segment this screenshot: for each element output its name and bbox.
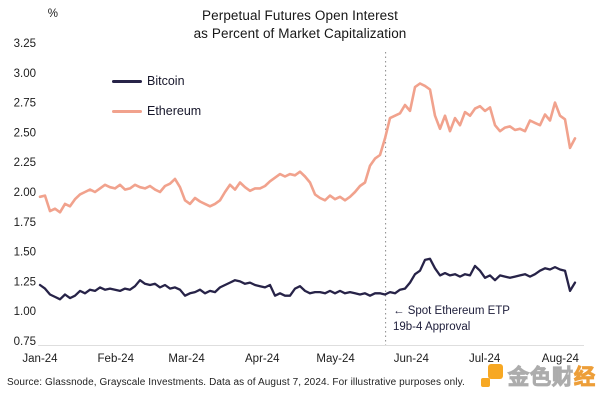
chart-title: Perpetual Futures Open Interest as Perce… (0, 7, 600, 43)
bitcoin-line-swatch (112, 79, 142, 83)
x-tick-label: Jun-24 (394, 353, 430, 365)
y-tick-label: 3.00 (14, 68, 36, 80)
y-tick-label: 1.75 (14, 217, 36, 229)
y-tick-label: 2.75 (14, 98, 36, 110)
ethereum-line (38, 82, 577, 214)
event-annotation-line1: ← Spot Ethereum ETP (393, 305, 510, 317)
legend-item-ethereum: Ethereum (112, 103, 201, 119)
y-tick-label: 1.50 (14, 247, 36, 259)
bitcoin-line (38, 257, 577, 301)
chart-title-line1: Perpetual Futures Open Interest (202, 8, 398, 23)
event-annotation: ← Spot Ethereum ETP 19b-4 Approval (393, 303, 510, 335)
x-tick-label: Feb-24 (98, 353, 135, 365)
y-axis-unit-label: % (47, 8, 58, 20)
x-tick-label: Jul-24 (469, 353, 501, 365)
y-tick-label: 2.25 (14, 157, 36, 169)
y-tick-label: 0.75 (14, 336, 36, 348)
chart-title-line2: as Percent of Market Capitalization (193, 26, 407, 41)
legend-label-ethereum: Ethereum (147, 104, 202, 118)
event-annotation-line2: 19b-4 Approval (393, 321, 471, 333)
ethereum-line-swatch (112, 109, 142, 113)
chart-legend: Bitcoin Ethereum (112, 73, 201, 133)
x-tick-label: Aug-24 (542, 353, 580, 365)
x-tick-label: May-24 (316, 353, 355, 365)
x-tick-label: Mar-24 (168, 353, 205, 365)
y-tick-label: 3.25 (14, 38, 36, 50)
y-tick-label: 2.00 (14, 187, 36, 199)
y-tick-label: 2.50 (14, 127, 36, 139)
legend-item-bitcoin: Bitcoin (112, 73, 201, 89)
y-tick-label: 1.00 (14, 306, 36, 318)
y-tick-label: 1.25 (14, 276, 36, 288)
x-tick-label: Apr-24 (245, 353, 280, 365)
source-note: Source: Glassnode, Grayscale Investments… (7, 377, 465, 388)
x-tick-label: Jan-24 (22, 353, 58, 365)
legend-label-bitcoin: Bitcoin (147, 74, 185, 88)
